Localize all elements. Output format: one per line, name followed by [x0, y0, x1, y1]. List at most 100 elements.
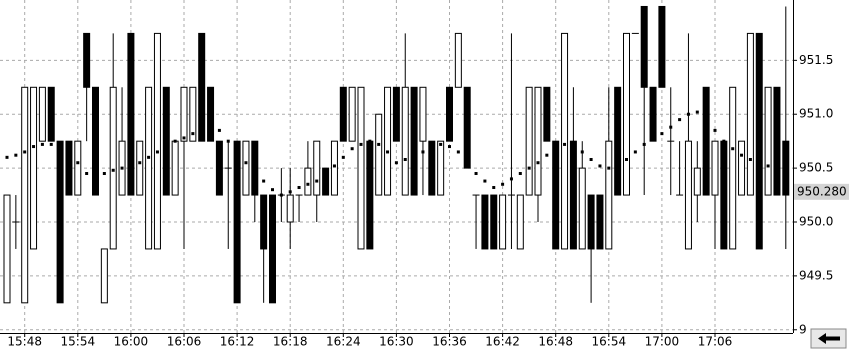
ma-dot — [173, 139, 177, 143]
ma-dot — [492, 186, 496, 190]
x-tick-label: 16:48 — [538, 335, 573, 349]
candle-body — [74, 140, 82, 196]
candle — [56, 140, 64, 304]
candle — [463, 86, 471, 169]
x-tick-label: 16:30 — [379, 335, 414, 349]
ma-dot — [23, 150, 27, 154]
ma-dot — [85, 172, 89, 176]
candle-body — [499, 194, 507, 250]
left-arrow-icon[interactable] — [818, 333, 840, 344]
candle — [481, 194, 489, 250]
x-tick-label: 16:54 — [592, 335, 627, 349]
x-tick-label: 16:00 — [114, 335, 149, 349]
candle — [649, 86, 657, 142]
candle-body — [490, 194, 498, 250]
ma-dot — [341, 155, 345, 159]
candle-body — [569, 140, 577, 250]
candle — [667, 87, 675, 196]
ma-dot — [279, 193, 283, 197]
ma-dot — [633, 150, 637, 154]
ma-dot — [14, 153, 18, 157]
candle — [490, 194, 498, 250]
candle-body — [640, 5, 648, 88]
ma-dot — [111, 168, 115, 172]
ma-dot — [775, 161, 779, 165]
ma-dot — [102, 172, 106, 176]
x-tick-label: 16:18 — [273, 335, 308, 349]
candle — [145, 86, 153, 250]
ma-dot — [784, 161, 788, 165]
candle — [260, 194, 268, 303]
candle-body — [543, 86, 551, 142]
candle-body — [3, 194, 11, 304]
ma-dot — [217, 128, 221, 132]
y-tick-label: 949.5 — [799, 268, 833, 282]
ma-dot — [412, 153, 416, 157]
candle — [525, 86, 533, 196]
candle-body — [578, 167, 586, 250]
candle — [569, 87, 577, 250]
candle-body — [755, 32, 763, 250]
candle-body — [92, 86, 99, 196]
ma-dot — [545, 153, 549, 157]
ma-dot — [704, 118, 708, 122]
last-price-box — [794, 183, 849, 200]
plot — [0, 0, 797, 333]
ma-dot — [660, 132, 664, 136]
candle-body — [127, 32, 135, 196]
ma-dot — [598, 164, 602, 168]
ma-dot — [430, 145, 434, 149]
ma-dot — [182, 136, 186, 140]
candle-body — [145, 86, 153, 250]
ma-dot — [191, 132, 195, 136]
candle-body — [437, 140, 445, 196]
candle-body — [233, 140, 241, 304]
ma-dot — [439, 142, 443, 146]
candle — [269, 194, 276, 304]
candle-body — [773, 86, 781, 196]
candle — [729, 86, 737, 250]
candle — [47, 86, 55, 142]
x-tick-label: 15:54 — [61, 335, 96, 349]
candle-body — [215, 140, 223, 196]
candle-body — [251, 140, 259, 196]
candle — [755, 32, 763, 250]
x-tick-label: 16:12 — [220, 335, 255, 349]
candle — [693, 141, 701, 222]
candle — [242, 140, 250, 196]
ma-dot — [209, 123, 213, 127]
ma-dot — [200, 125, 204, 129]
x-tick-label: 17:06 — [698, 335, 733, 349]
candle — [410, 86, 418, 196]
candle — [295, 194, 303, 222]
candle — [30, 86, 38, 250]
candle — [65, 140, 73, 196]
candle — [392, 86, 400, 142]
scroll-button[interactable] — [810, 328, 847, 349]
candle-body — [552, 140, 560, 250]
ma-dot — [509, 177, 513, 181]
ma-dot — [394, 161, 398, 165]
ma-dot — [58, 145, 62, 149]
ma-dot — [518, 172, 522, 176]
ma-dot — [669, 125, 673, 129]
candle — [561, 32, 569, 250]
candle — [773, 86, 781, 196]
candle-body — [658, 5, 666, 88]
candle — [74, 140, 82, 196]
ma-dot — [722, 139, 726, 143]
candle-body — [782, 140, 790, 196]
candle-body — [419, 86, 427, 142]
ma-dot — [368, 139, 372, 143]
y-tick-label: 950.5 — [799, 161, 833, 175]
candle-body — [153, 32, 161, 250]
ma-dot — [226, 139, 230, 143]
candle — [746, 32, 754, 196]
candle — [207, 86, 215, 142]
ma-dot — [350, 147, 354, 151]
ma-dot — [607, 166, 611, 170]
last-price-label: 950.280 — [797, 184, 847, 198]
candle-body — [684, 140, 692, 250]
ma-dot — [474, 172, 478, 176]
candle-body — [260, 194, 268, 250]
